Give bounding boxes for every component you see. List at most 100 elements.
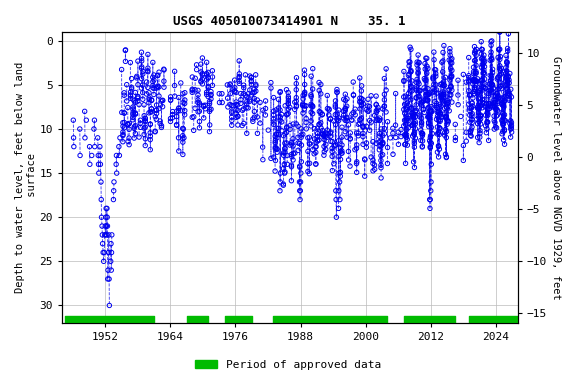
Point [482, 126, 491, 132]
Point [286, 126, 295, 132]
Point [198, 71, 207, 77]
Point [360, 157, 369, 163]
Point [191, 87, 200, 93]
Point [496, 79, 505, 86]
Point [442, 154, 451, 161]
Point [282, 129, 291, 136]
Point [96, 161, 105, 167]
Point [500, 98, 509, 104]
Point [473, 104, 482, 110]
Point [434, 118, 443, 124]
Point [435, 118, 445, 124]
Point [104, 267, 113, 273]
Point [326, 129, 335, 135]
Point [426, 179, 435, 185]
Point [242, 130, 251, 136]
Point [487, 75, 497, 81]
Point [495, 63, 505, 69]
Point [170, 68, 179, 74]
Point [104, 232, 113, 238]
Point [487, 42, 496, 48]
Point [465, 108, 475, 114]
Point [425, 91, 434, 97]
Point [328, 139, 337, 145]
Point [316, 120, 325, 126]
Point [347, 111, 357, 117]
Point [483, 119, 492, 126]
Point [109, 179, 119, 185]
Point [494, 46, 503, 52]
Point [468, 111, 477, 117]
Point [289, 151, 298, 157]
Point [499, 99, 509, 105]
Point [339, 96, 348, 103]
Point [158, 98, 168, 104]
Point [336, 156, 345, 162]
Point [174, 108, 183, 114]
Point [420, 76, 429, 82]
Point [488, 66, 497, 73]
Point [478, 99, 487, 106]
Point [120, 110, 129, 116]
Point [204, 84, 213, 91]
Point [119, 131, 128, 137]
Point [170, 93, 179, 99]
Point [503, 45, 512, 51]
Point [117, 109, 126, 116]
Point [499, 69, 508, 75]
Point [206, 89, 215, 95]
Point [407, 111, 416, 117]
Point [442, 114, 451, 120]
Point [172, 108, 181, 114]
Point [90, 117, 99, 123]
Point [476, 103, 486, 109]
Point [253, 114, 262, 120]
Point [238, 107, 247, 113]
Point [344, 148, 353, 154]
Point [303, 161, 312, 167]
Point [174, 148, 183, 154]
Point [444, 103, 453, 109]
Point [370, 166, 379, 172]
Point [505, 70, 514, 76]
Point [434, 143, 443, 149]
Point [365, 127, 374, 133]
Point [276, 89, 285, 95]
Point [115, 135, 124, 141]
Point [493, 112, 502, 118]
Point [487, 72, 497, 78]
Point [195, 119, 204, 125]
Point [69, 135, 78, 141]
Point [157, 124, 166, 131]
Point [489, 85, 498, 91]
Point [189, 127, 198, 134]
Point [497, 71, 506, 77]
Point [334, 153, 343, 159]
Point [471, 62, 480, 68]
Point [346, 136, 355, 142]
Point [139, 113, 149, 119]
Point [97, 197, 106, 203]
Point [496, 83, 505, 89]
Point [144, 110, 153, 116]
Point [148, 85, 157, 91]
Point [283, 161, 292, 167]
Point [437, 112, 446, 118]
Point [203, 75, 213, 81]
Point [275, 107, 285, 113]
Point [179, 126, 188, 132]
Point [145, 96, 154, 103]
Point [404, 103, 413, 109]
Point [137, 49, 146, 55]
Point [439, 92, 449, 98]
Point [331, 121, 340, 127]
Point [497, 86, 506, 92]
Point [287, 139, 296, 146]
Point [318, 112, 327, 118]
Point [230, 88, 239, 94]
Point [328, 145, 337, 151]
Point [226, 81, 235, 87]
Point [276, 170, 285, 176]
Point [334, 137, 343, 144]
Point [430, 87, 439, 93]
